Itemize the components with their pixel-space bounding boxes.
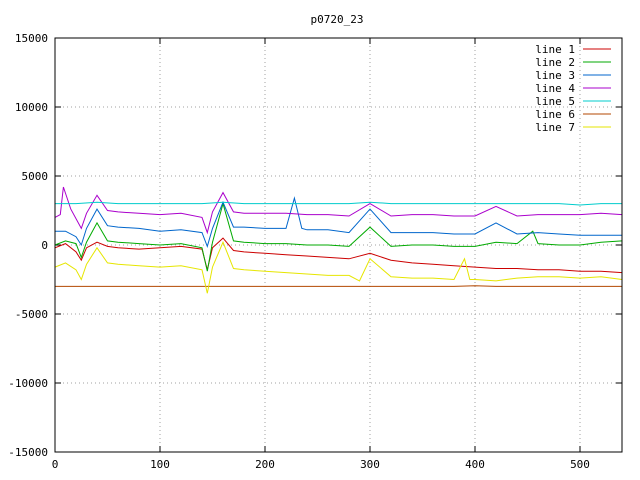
y-tick-label: 10000: [15, 101, 48, 114]
series-line-4: [54, 186, 623, 235]
x-tick-label: 200: [255, 458, 275, 471]
grid: [55, 38, 622, 452]
series-line-2: [54, 201, 623, 272]
y-tick-label: 15000: [15, 32, 48, 45]
x-tick-label: 500: [570, 458, 590, 471]
series-line-6: [55, 285, 622, 287]
series-line-3: [55, 196, 622, 248]
legend-label-2: line 2: [535, 56, 575, 69]
legend-label-3: line 3: [535, 69, 575, 82]
chart-title: p0720_23: [311, 13, 364, 26]
series-line-5: [55, 201, 622, 206]
x-tick-label: 400: [465, 458, 485, 471]
legend-label-5: line 5: [535, 95, 575, 108]
x-tick-label: 100: [150, 458, 170, 471]
series-group: [54, 186, 623, 294]
legend-label-7: line 7: [535, 121, 575, 134]
y-tick-label: -5000: [15, 308, 48, 321]
axis-ticks: 0 100 200 300 400 500 -15000 -10000 -5000 0 5000 10…: [8, 32, 622, 471]
plot-frame: [54, 37, 623, 453]
y-tick-label: 5000: [22, 170, 49, 183]
series-line-1: [54, 237, 623, 274]
legend-label-6: line 6: [535, 108, 575, 121]
y-tick-label: -10000: [8, 377, 48, 390]
legend-label-1: line 1: [535, 43, 575, 56]
x-tick-label: 0: [52, 458, 59, 471]
x-tick-label: 300: [360, 458, 380, 471]
series-line-7: [54, 240, 623, 294]
y-tick-label: 0: [41, 239, 48, 252]
legend-label-4: line 4: [535, 82, 575, 95]
y-tick-label: -15000: [8, 446, 48, 459]
